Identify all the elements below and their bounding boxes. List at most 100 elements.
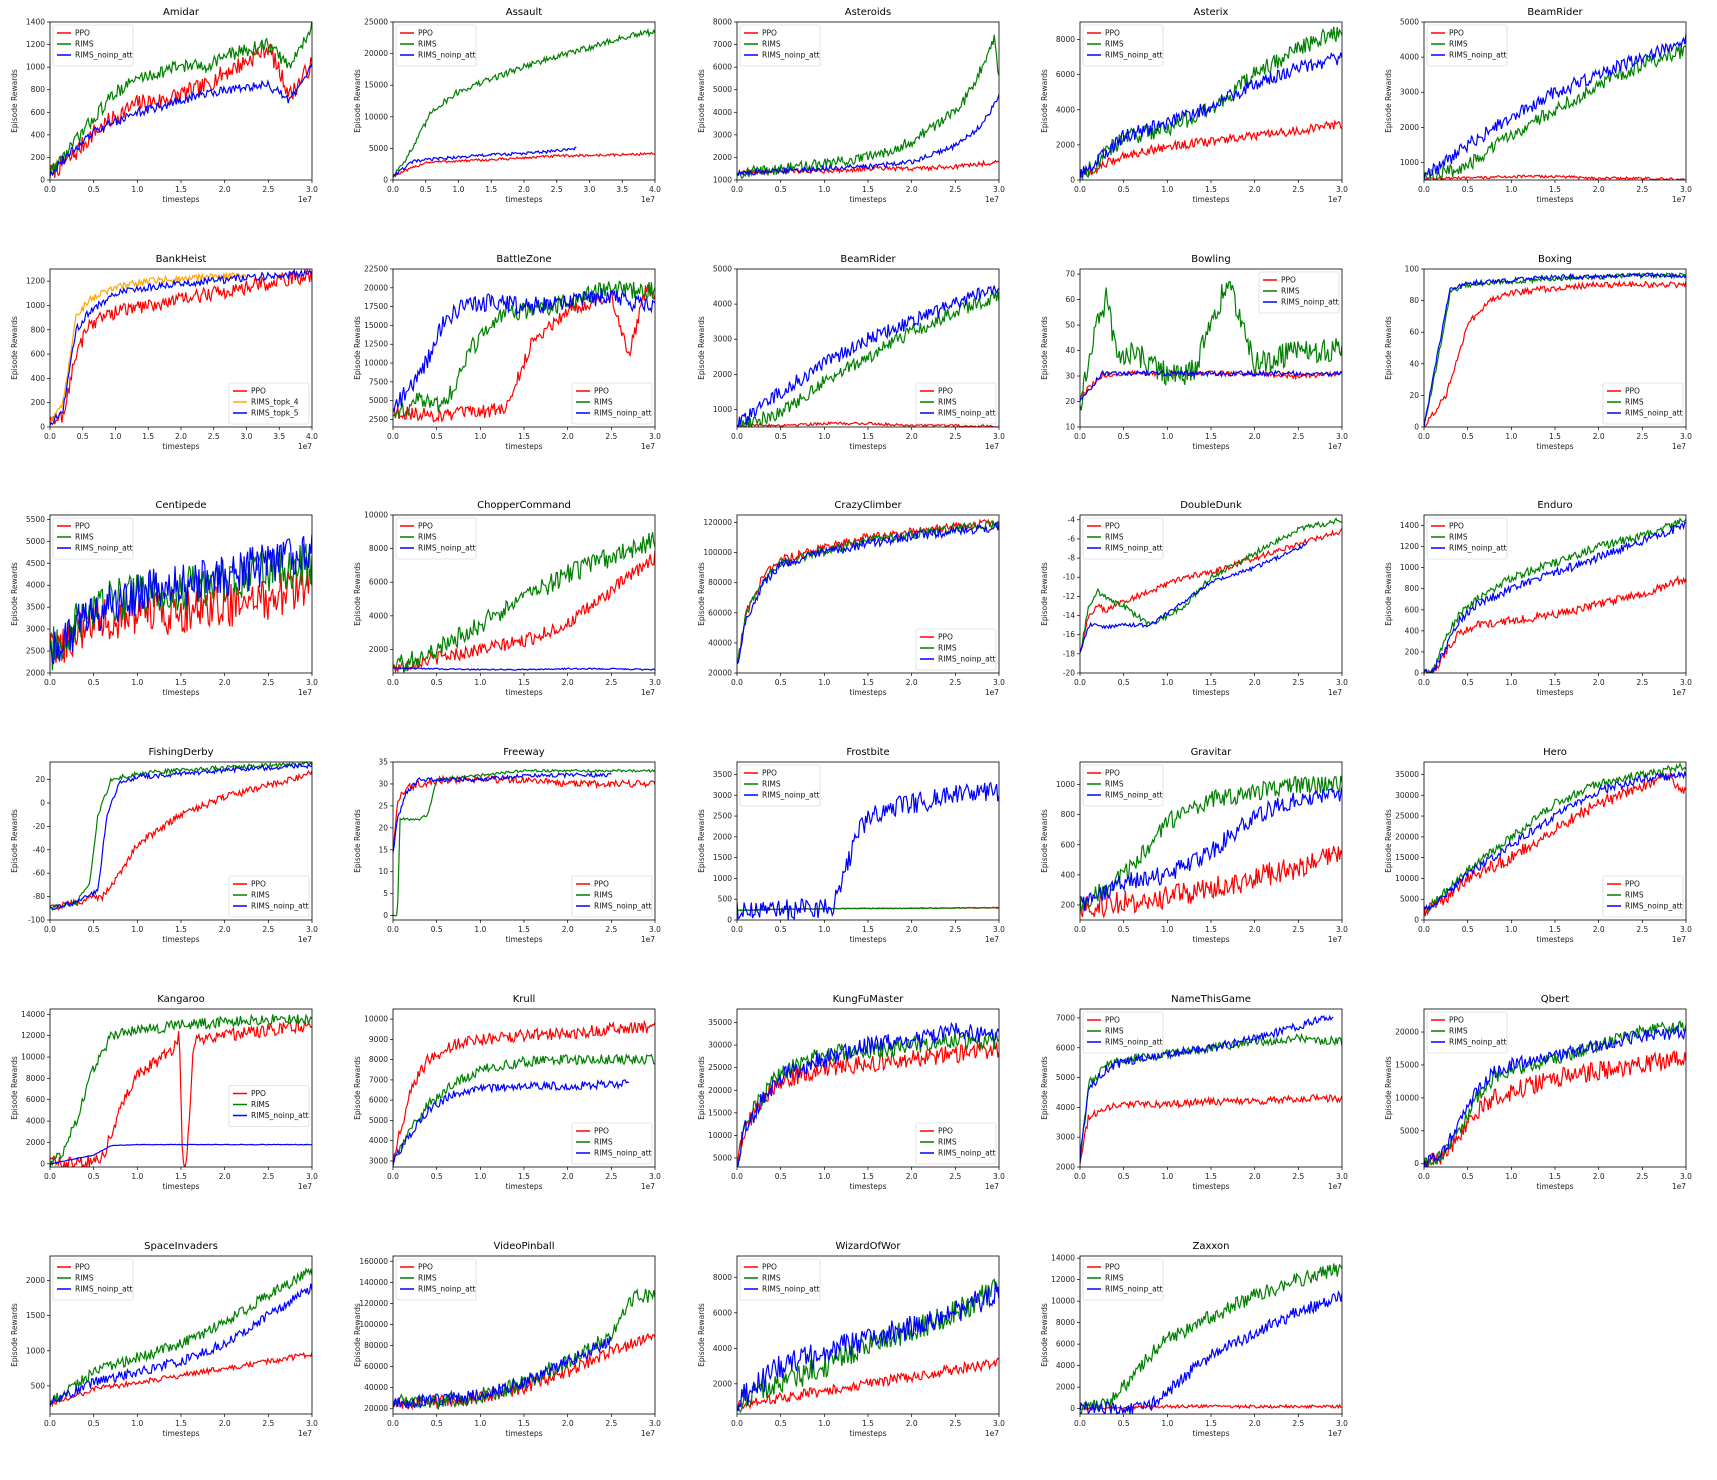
y-tick-label: 120000 (703, 518, 732, 527)
x-tick-label: 1.0 (1161, 678, 1173, 687)
x-tick-label: 3.0 (1680, 432, 1692, 441)
x-axis-label: timesteps (505, 935, 542, 944)
y-tick-label: 5000 (713, 1153, 732, 1162)
x-axis-label: timesteps (162, 935, 199, 944)
y-tick-label: 600 (31, 108, 46, 117)
x-tick-label: 2.0 (906, 185, 918, 194)
legend-label: RIMS_noinp_att (1105, 1038, 1163, 1047)
legend-box (228, 875, 310, 918)
x-tick-label: 0.0 (387, 432, 399, 441)
chart-svg: Amidar 0.0 0.5 1.0 1.5 2.0 2.5 3.0 0 200 400 600 800… (10, 7, 318, 204)
x-tick-label: 1.0 (1161, 1172, 1173, 1181)
legend-label: RIMS (938, 644, 957, 653)
y-tick-label: 160000 (359, 1257, 388, 1266)
legend-label: PPO (1449, 1016, 1464, 1025)
x-tick-label: 0.0 (1418, 185, 1430, 194)
y-tick-label: 1000 (26, 301, 45, 310)
chart-svg: Enduro 0.0 0.5 1.0 1.5 2.0 2.5 3.0 0 200 400 600 800… (1384, 500, 1692, 697)
y-axis-label: Episode Rewards (1040, 809, 1049, 873)
y-tick-label: 25000 (1395, 812, 1419, 821)
y-axis-label: Episode Rewards (1384, 562, 1393, 626)
legend-label: RIMS (1625, 891, 1644, 900)
x-tick-label: 3.0 (993, 1172, 1005, 1181)
x-axis-offset: 1e7 (1328, 1182, 1342, 1191)
y-tick-label: 0 (1414, 916, 1419, 925)
series-line-rims-noinp-att (393, 666, 655, 671)
x-tick-label: 1.5 (485, 185, 497, 194)
x-tick-label: 0.0 (387, 1419, 399, 1428)
x-axis-label: timesteps (849, 688, 886, 697)
y-tick-label: 50 (1065, 321, 1075, 330)
x-tick-label: 2.5 (262, 925, 274, 934)
x-axis-offset: 1e7 (641, 688, 655, 697)
chart-svg: Centipede 0.0 0.5 1.0 1.5 2.0 2.5 3.0 2000 2500 30… (10, 500, 318, 697)
x-tick-label: 2.5 (949, 925, 961, 934)
chart-svg: Boxing 0.0 0.5 1.0 1.5 2.0 2.5 3.0 0 20 40 60 80 100 t… (1384, 254, 1692, 451)
x-tick-label: 2.5 (605, 678, 617, 687)
y-tick-label: 2500 (369, 415, 388, 424)
y-tick-label: 15000 (708, 1108, 732, 1117)
series-line-rims-noinp-att (1424, 1025, 1686, 1167)
x-axis-label: timesteps (1192, 442, 1229, 451)
legend: PPO RIMS RIMS_noinp_att (1082, 24, 1164, 67)
series-line-ppo (50, 1020, 312, 1167)
y-tick-label: 25 (378, 801, 388, 810)
x-tick-label: 3.0 (993, 678, 1005, 687)
legend-box (228, 1085, 310, 1127)
chart-title: CrazyClimber (834, 500, 902, 511)
x-tick-label: 3.0 (1336, 678, 1348, 687)
legend-box (228, 382, 310, 425)
chart-svg: FishingDerby 0.0 0.5 1.0 1.5 2.0 2.5 3.0 -100 -80… (10, 747, 318, 944)
legend: PPO RIMS RIMS_noinp_att (1426, 24, 1508, 67)
chart-panel-centipede: Centipede 0.0 0.5 1.0 1.5 2.0 2.5 3.0 2000 2500 30… (0, 493, 340, 733)
y-tick-label: 10 (1065, 423, 1075, 432)
chart-svg: Kangaroo 0.0 0.5 1.0 1.5 2.0 2.5 3.0 0 2000 4000 60… (10, 994, 318, 1191)
y-axis-label: Episode Rewards (353, 1056, 362, 1120)
x-axis-label: timesteps (1192, 195, 1229, 204)
chart-panel-namethisgame: NameThisGame 0.0 0.5 1.0 1.5 2.0 2.5 3.0 2000 300… (1030, 987, 1370, 1227)
x-tick-label: 2.0 (562, 1419, 574, 1428)
x-tick-label: 1.0 (1161, 925, 1173, 934)
series-line-rims-noinp-att (50, 534, 312, 665)
y-tick-label: 1000 (1400, 158, 1419, 167)
x-tick-label: 2.0 (219, 185, 231, 194)
y-axis-label: Episode Rewards (697, 316, 706, 380)
chart-title: Zaxxon (1193, 1241, 1230, 1252)
y-axis-label: Episode Rewards (1384, 1056, 1393, 1120)
y-tick-label: 0 (40, 798, 45, 807)
y-tick-label: 1500 (713, 853, 732, 862)
x-tick-label: 3.0 (1336, 1172, 1348, 1181)
x-tick-label: 1.0 (818, 925, 830, 934)
legend: PPO RIMS RIMS_noinp_att (52, 517, 134, 560)
legend-box (739, 24, 821, 67)
chart-title: Gravitar (1191, 747, 1233, 758)
y-tick-label: 15000 (1395, 853, 1419, 862)
series-line-rims-noinp-att (50, 62, 312, 177)
y-tick-label: 30 (378, 779, 388, 788)
y-tick-label: 20000 (1395, 1028, 1419, 1037)
x-tick-label: 2.0 (1249, 185, 1261, 194)
series-line-rims-noinp-att (1080, 1290, 1342, 1414)
y-axis-label: Episode Rewards (353, 316, 362, 380)
legend-label: PPO (251, 1089, 266, 1098)
y-axis-label: Episode Rewards (697, 69, 706, 133)
y-tick-label: 12000 (1051, 1275, 1075, 1284)
x-tick-label: 0.5 (431, 925, 443, 934)
x-tick-label: 0.0 (387, 678, 399, 687)
x-tick-label: 1.0 (131, 1419, 143, 1428)
x-tick-label: 0.5 (88, 925, 100, 934)
y-tick-label: 2000 (713, 832, 732, 841)
y-tick-label: 600 (1405, 605, 1420, 614)
y-tick-label: 4000 (369, 611, 388, 620)
legend-label: RIMS (938, 398, 957, 407)
chart-title: Amidar (163, 7, 200, 18)
x-tick-label: 0.5 (775, 1419, 787, 1428)
x-tick-label: 1.5 (175, 1419, 187, 1428)
series-line-ppo (393, 1019, 655, 1167)
x-tick-label: 1.5 (1205, 185, 1217, 194)
series-line-ppo (1424, 574, 1686, 673)
y-tick-label: 1500 (26, 1311, 45, 1320)
legend: PPO RIMS RIMS_noinp_att (1258, 271, 1340, 314)
y-tick-label: 5500 (26, 515, 45, 524)
x-axis-label: timesteps (505, 442, 542, 451)
